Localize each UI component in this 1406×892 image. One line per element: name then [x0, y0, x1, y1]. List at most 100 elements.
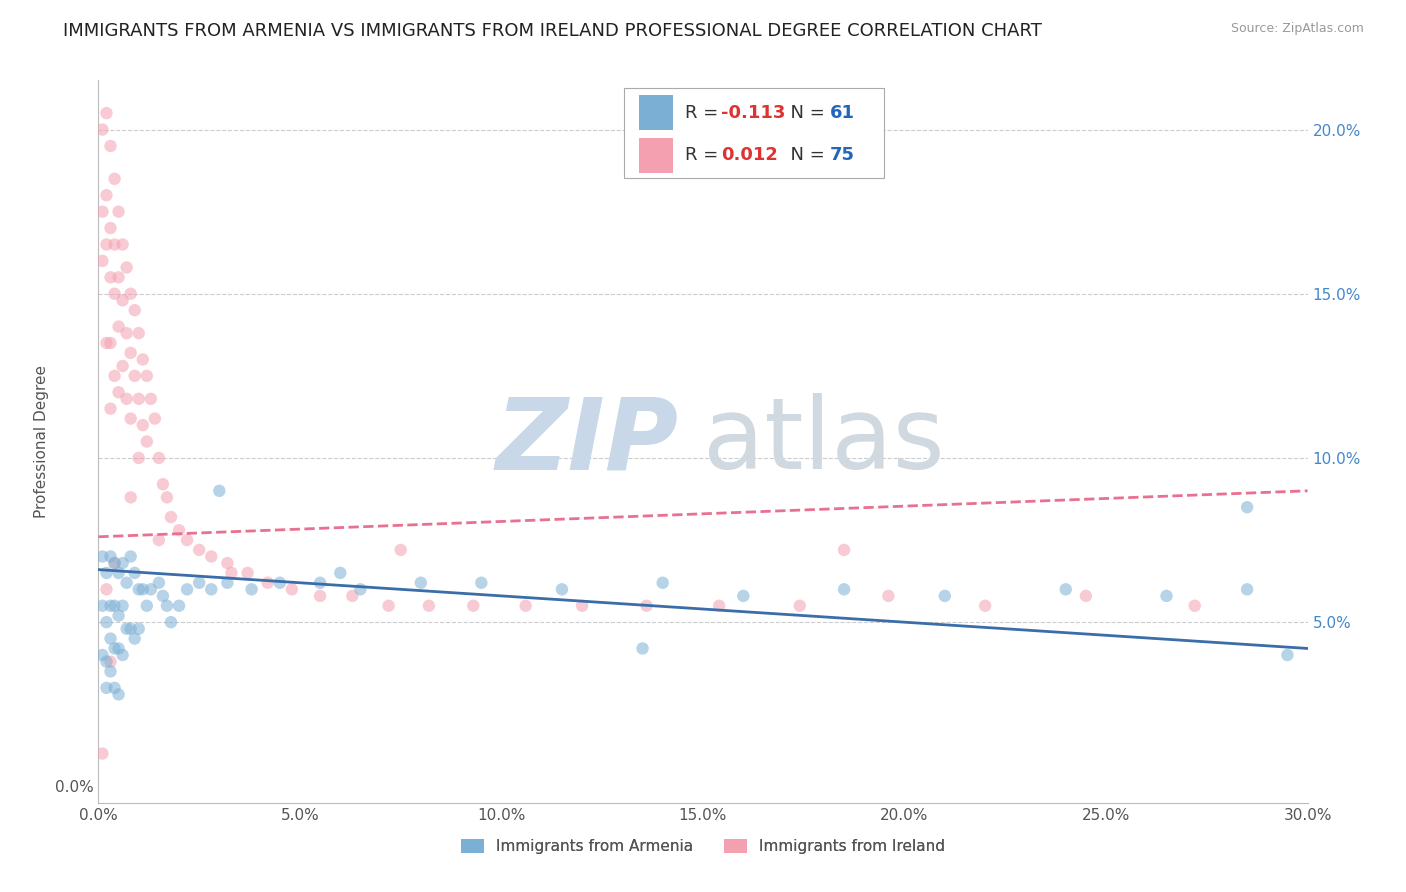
Point [100, 665, 122, 679]
Point [103, 237, 125, 252]
Point [115, 622, 138, 636]
Point [100, 139, 122, 153]
Point [100, 221, 122, 235]
Point [832, 542, 855, 557]
Point [91, 122, 114, 136]
Point [100, 401, 122, 416]
Point [91, 648, 114, 662]
Point [1184, 599, 1206, 613]
Point [91, 747, 114, 761]
Point [152, 589, 174, 603]
Point [111, 556, 134, 570]
Point [934, 589, 956, 603]
Point [115, 260, 138, 275]
Point [389, 542, 412, 557]
Point [789, 599, 811, 613]
Point [281, 582, 304, 597]
Text: Source: ZipAtlas.com: Source: ZipAtlas.com [1230, 22, 1364, 36]
Point [208, 483, 231, 498]
Point [128, 392, 150, 406]
Point [877, 589, 900, 603]
Point [463, 599, 485, 613]
Point [152, 477, 174, 491]
Text: R =: R = [685, 103, 724, 122]
Point [139, 582, 162, 597]
Point [100, 599, 122, 613]
Text: N =: N = [779, 146, 831, 164]
Point [100, 270, 122, 285]
Point [103, 368, 125, 383]
Point [96, 188, 118, 202]
Bar [638, 95, 673, 130]
Point [409, 575, 432, 590]
Text: 61: 61 [830, 103, 855, 122]
Point [100, 336, 122, 351]
Point [217, 556, 239, 570]
Point [188, 542, 211, 557]
Point [111, 359, 134, 373]
Point [128, 326, 150, 340]
Point [111, 293, 134, 308]
Point [148, 575, 170, 590]
Point [96, 336, 118, 351]
Point [240, 582, 263, 597]
Point [111, 648, 134, 662]
Point [103, 681, 125, 695]
Point [176, 533, 198, 547]
Point [551, 582, 574, 597]
Point [96, 681, 118, 695]
Point [107, 566, 129, 580]
Point [236, 566, 259, 580]
Point [733, 589, 755, 603]
Point [107, 687, 129, 701]
Point [160, 510, 183, 524]
Point [111, 599, 134, 613]
Point [167, 599, 190, 613]
Point [217, 575, 239, 590]
FancyBboxPatch shape [624, 87, 884, 178]
Point [107, 608, 129, 623]
Point [135, 368, 157, 383]
Point [91, 599, 114, 613]
Point [91, 253, 114, 268]
Point [107, 385, 129, 400]
Point [188, 575, 211, 590]
Point [91, 204, 114, 219]
Point [103, 599, 125, 613]
Y-axis label: Professional Degree: Professional Degree [34, 365, 49, 518]
Point [115, 326, 138, 340]
Point [111, 237, 134, 252]
Point [120, 346, 142, 360]
Point [200, 549, 222, 564]
Point [631, 641, 654, 656]
Point [124, 632, 146, 646]
Point [377, 599, 399, 613]
Text: -0.113: -0.113 [721, 103, 786, 122]
Point [256, 575, 278, 590]
Point [96, 655, 118, 669]
Point [120, 491, 142, 505]
Point [100, 549, 122, 564]
Point [128, 622, 150, 636]
Point [470, 575, 492, 590]
Point [200, 582, 222, 597]
Point [156, 491, 179, 505]
Point [707, 599, 730, 613]
Bar [638, 138, 673, 172]
Point [651, 575, 673, 590]
Point [329, 566, 352, 580]
Text: N =: N = [779, 103, 831, 122]
Point [132, 418, 155, 433]
Point [103, 556, 125, 570]
Point [167, 523, 190, 537]
Point [103, 641, 125, 656]
Point [132, 352, 155, 367]
Point [160, 615, 183, 630]
Point [349, 582, 371, 597]
Point [342, 589, 364, 603]
Point [139, 392, 162, 406]
Point [103, 286, 125, 301]
Point [309, 575, 332, 590]
Point [156, 599, 179, 613]
Point [1236, 582, 1258, 597]
